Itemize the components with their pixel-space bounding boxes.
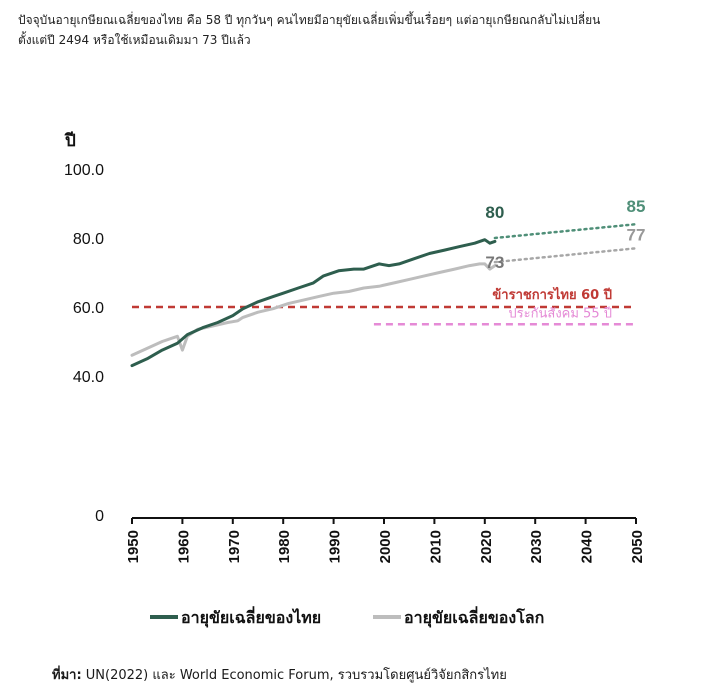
source-label: ที่มา:: [52, 668, 82, 683]
source-text: UN(2022) และ World Economic Forum, รวบรว…: [85, 668, 507, 683]
thai-life-expectancy-line: [130, 238, 497, 368]
data-labels: 80 73 85 77: [485, 197, 645, 272]
reference-lines: ข้าราชการไทย 60 ปีประกันสังคม 55 ปี: [132, 286, 636, 326]
x-tick-label: 2020: [478, 530, 495, 563]
thai-2022-label: 80: [485, 203, 504, 222]
x-tick-label: 1990: [327, 530, 344, 563]
x-tick-label: 2010: [427, 530, 444, 563]
y-axis-label: ปี: [64, 130, 76, 151]
x-tick-label: 1950: [125, 530, 142, 563]
series-lines: [130, 222, 638, 368]
intro-line-2: ตั้งแต่ปี 2494 หรือใช้เหมือนเดิมมา 73 ปี…: [18, 33, 251, 47]
reference-label: ประกันสังคม 55 ปี: [508, 305, 612, 321]
world-2050-label: 77: [627, 225, 646, 244]
source-note: ที่มา: UN(2022) และ World Economic Forum…: [52, 664, 507, 685]
y-tick-label: 60.0: [73, 300, 104, 317]
axes: ปี 0 40.0 60.0 80.0 100.0 1950 1960 1970 1980 1990…: [64, 130, 646, 563]
intro-line-1: ปัจจุบันอายุเกษียณเฉลี่ยของไทย คือ 58 ปี…: [18, 13, 601, 27]
thai-projection-line: [493, 222, 638, 240]
legend-label: อายุขัยเฉลี่ยของไทย: [181, 606, 321, 628]
life-expectancy-chart: ปี 0 40.0 60.0 80.0 100.0 1950 1960 1970 1980 1990…: [64, 130, 646, 628]
thai-2050-label: 85: [627, 197, 646, 216]
y-tick-label: 40.0: [73, 369, 104, 386]
x-tick-label: 2030: [528, 530, 545, 563]
x-tick-label: 1960: [175, 530, 192, 563]
x-tick-label: 2000: [377, 530, 394, 563]
x-tick-label: 2040: [579, 530, 596, 563]
legend: อายุขัยเฉลี่ยของไทย อายุขัยเฉลี่ยของโลก: [150, 606, 544, 628]
y-tick-label: 0: [95, 508, 104, 525]
world-2022-label: 73: [485, 253, 504, 272]
reference-label: ข้าราชการไทย 60 ปี: [492, 286, 612, 303]
world-life-expectancy-line: [130, 262, 497, 357]
y-tick-label: 80.0: [73, 231, 104, 248]
x-tick-label: 2050: [629, 530, 646, 563]
legend-label: อายุขัยเฉลี่ยของโลก: [404, 606, 544, 628]
intro-text: ปัจจุบันอายุเกษียณเฉลี่ยของไทย คือ 58 ปี…: [18, 10, 698, 50]
x-tick-label: 1980: [276, 530, 293, 563]
y-tick-label: 100.0: [64, 162, 104, 179]
world-projection-line: [493, 247, 638, 264]
x-tick-label: 1970: [226, 530, 243, 563]
